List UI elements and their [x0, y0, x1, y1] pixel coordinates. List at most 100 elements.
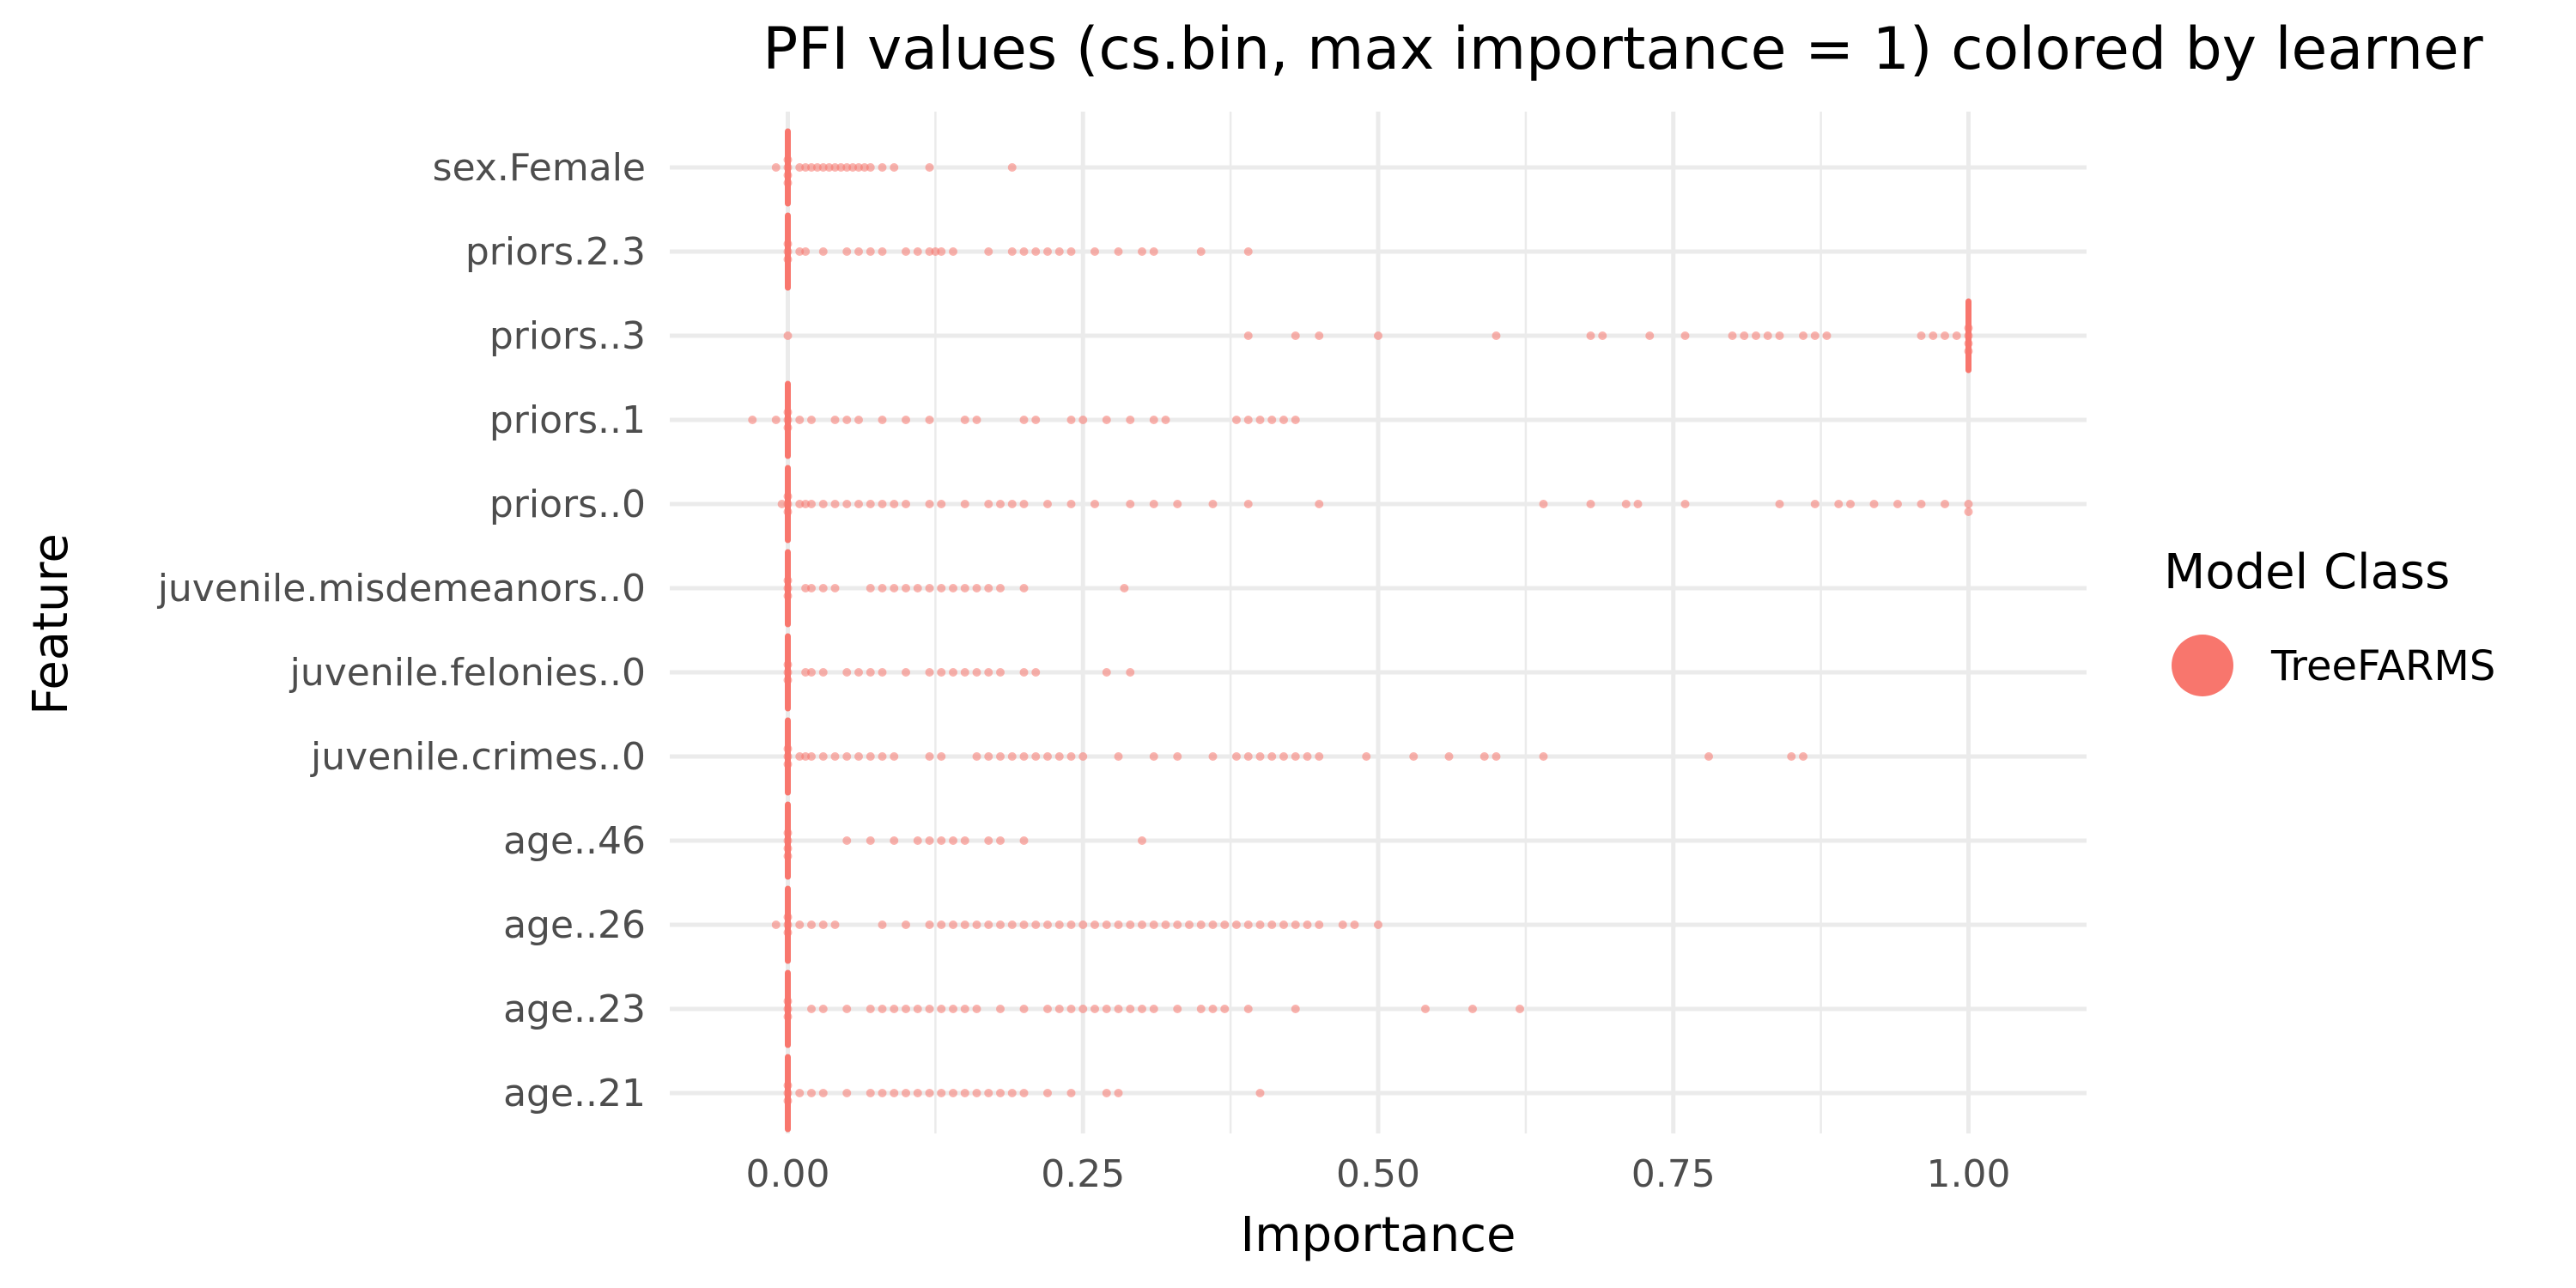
data-point — [1054, 920, 1064, 929]
data-point — [1007, 500, 1017, 508]
data-point — [960, 584, 969, 592]
data-point — [960, 668, 969, 677]
data-point — [1019, 416, 1029, 424]
data-point — [1539, 752, 1548, 761]
data-point — [972, 1089, 981, 1097]
data-point — [949, 668, 957, 677]
data-point — [807, 1005, 816, 1013]
data-point — [1752, 331, 1760, 340]
data-point — [878, 752, 887, 761]
data-point — [972, 584, 981, 592]
data-point — [1043, 1089, 1052, 1097]
data-point — [818, 752, 828, 761]
data-point — [1243, 247, 1253, 256]
data-point — [1173, 920, 1182, 929]
data-point — [1149, 247, 1158, 256]
data-point — [1267, 920, 1277, 929]
data-point — [1362, 752, 1371, 761]
data-point — [866, 836, 875, 845]
data-point — [1267, 416, 1277, 424]
data-point — [1019, 752, 1029, 761]
data-point — [854, 416, 863, 424]
data-point — [878, 1089, 887, 1097]
data-point — [818, 1089, 828, 1097]
y-tick-label: age..46 — [503, 819, 646, 863]
data-point — [1114, 920, 1123, 929]
data-point — [1102, 1005, 1111, 1013]
data-point — [925, 416, 934, 424]
y-tick-label: sex.Female — [433, 146, 646, 190]
data-point — [1917, 331, 1926, 340]
data-point — [1019, 1005, 1029, 1013]
data-point — [771, 416, 781, 424]
y-tick-label: juvenile.felonies..0 — [289, 651, 646, 695]
data-point — [866, 668, 875, 677]
data-point — [902, 1005, 910, 1013]
data-point — [1161, 416, 1170, 424]
data-point — [1952, 331, 1961, 340]
data-point — [1243, 920, 1253, 929]
data-point — [1279, 416, 1288, 424]
data-point — [1315, 920, 1324, 929]
data-point — [1220, 1005, 1230, 1013]
data-point — [1586, 331, 1595, 340]
x-tick-label: 0.50 — [1336, 1152, 1420, 1196]
data-point — [1114, 247, 1123, 256]
data-point — [913, 1005, 922, 1013]
data-point — [830, 416, 840, 424]
data-point — [1822, 331, 1832, 340]
data-point — [1315, 331, 1324, 340]
x-tick-label: 1.00 — [1927, 1152, 2011, 1196]
data-point — [1243, 752, 1253, 761]
data-point — [1173, 1005, 1182, 1013]
data-point — [842, 668, 852, 677]
data-point — [1704, 752, 1713, 761]
data-point — [1941, 331, 1949, 340]
data-point — [1019, 920, 1029, 929]
data-point — [1208, 920, 1218, 929]
data-point — [1126, 416, 1135, 424]
data-point — [1019, 836, 1029, 845]
data-point — [854, 247, 863, 256]
data-point — [960, 1089, 969, 1097]
data-point — [866, 247, 875, 256]
data-point — [1126, 1005, 1135, 1013]
data-point — [1303, 752, 1312, 761]
data-point — [830, 500, 840, 508]
data-point — [1303, 920, 1312, 929]
data-point — [818, 1005, 828, 1013]
data-point — [1374, 920, 1382, 929]
data-point — [818, 668, 828, 677]
data-point — [1196, 920, 1206, 929]
data-point — [1350, 920, 1359, 929]
data-point — [866, 500, 875, 508]
data-point — [890, 752, 899, 761]
data-point — [1917, 500, 1926, 508]
data-point — [1893, 500, 1902, 508]
data-point — [860, 163, 869, 172]
data-point — [949, 920, 957, 929]
data-point — [1208, 1005, 1218, 1013]
data-point — [1149, 416, 1158, 424]
data-point — [830, 920, 840, 929]
data-point — [1929, 331, 1938, 340]
data-point — [795, 752, 805, 761]
data-point — [1161, 920, 1170, 929]
data-point — [925, 247, 934, 256]
data-point — [996, 584, 1005, 592]
data-point — [854, 163, 863, 172]
data-point — [818, 247, 828, 256]
data-point — [1291, 920, 1300, 929]
data-point — [1149, 500, 1158, 508]
data-point — [1255, 1089, 1265, 1097]
data-point — [913, 584, 922, 592]
data-point — [902, 416, 910, 424]
data-point — [795, 416, 805, 424]
data-point — [925, 500, 934, 508]
data-point — [1291, 331, 1300, 340]
x-tick-label: 0.00 — [746, 1152, 830, 1196]
data-point — [1173, 752, 1182, 761]
data-point — [937, 500, 946, 508]
data-point — [1054, 247, 1064, 256]
